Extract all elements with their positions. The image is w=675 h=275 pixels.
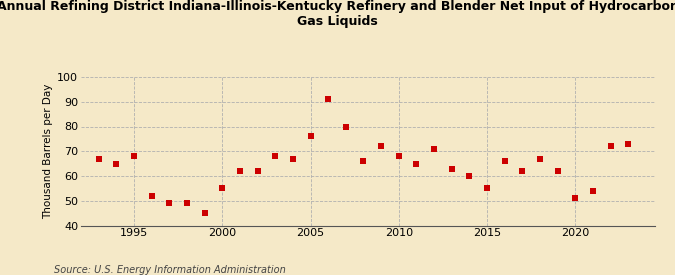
Point: [164, 201, 175, 205]
Text: Annual Refining District Indiana-Illinois-Kentucky Refinery and Blender Net Inpu: Annual Refining District Indiana-Illinoi…: [0, 0, 675, 28]
Point: [288, 156, 298, 161]
Point: [570, 196, 580, 200]
Point: [394, 154, 404, 158]
Point: [623, 142, 634, 146]
Point: [517, 169, 528, 173]
Point: [358, 159, 369, 163]
Point: [128, 154, 139, 158]
Point: [93, 156, 104, 161]
Point: [446, 166, 457, 171]
Point: [552, 169, 563, 173]
Point: [111, 161, 122, 166]
Text: Source: U.S. Energy Information Administration: Source: U.S. Energy Information Administ…: [54, 265, 286, 275]
Point: [340, 124, 351, 129]
Point: [482, 186, 493, 191]
Point: [217, 186, 227, 191]
Point: [234, 169, 245, 173]
Point: [252, 169, 263, 173]
Point: [535, 156, 545, 161]
Point: [270, 154, 281, 158]
Y-axis label: Thousand Barrels per Day: Thousand Barrels per Day: [43, 84, 53, 219]
Point: [464, 174, 475, 178]
Point: [305, 134, 316, 139]
Point: [146, 194, 157, 198]
Point: [500, 159, 510, 163]
Point: [376, 144, 387, 148]
Point: [323, 97, 333, 101]
Point: [411, 161, 422, 166]
Point: [587, 189, 598, 193]
Point: [605, 144, 616, 148]
Point: [429, 147, 439, 151]
Point: [199, 211, 210, 215]
Point: [182, 201, 192, 205]
